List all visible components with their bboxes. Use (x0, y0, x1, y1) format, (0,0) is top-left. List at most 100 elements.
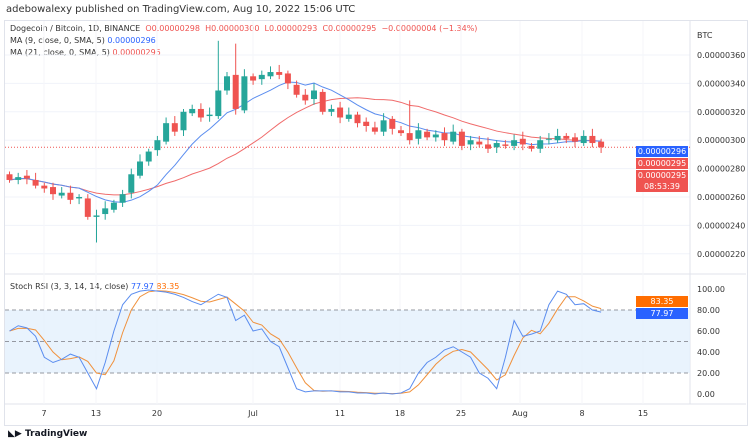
candle-body (15, 177, 22, 180)
candle-body (380, 120, 387, 132)
candle-body (598, 141, 605, 148)
candle-body (258, 74, 265, 80)
price-tick-label: 0.00000220 (697, 250, 745, 259)
candle-body (23, 175, 30, 179)
price-tick-label: 0.00000240 (697, 221, 745, 230)
candle-body (424, 131, 431, 138)
ma21-line (9, 97, 602, 196)
candle-body (354, 114, 361, 124)
candle-body (93, 215, 100, 217)
countdown-tag: 08:53:39 (636, 181, 688, 192)
rsi-d-value: 83.35 (156, 282, 180, 291)
candle-body (328, 108, 335, 112)
brand-name: TradingView (24, 429, 88, 439)
candle-body (311, 90, 317, 100)
rsi-tick-label: 0.00 (697, 390, 715, 399)
candle-body (406, 133, 413, 141)
candle-body (284, 73, 291, 84)
candle-body (563, 135, 570, 139)
candle-body (337, 107, 344, 118)
candle-body (589, 135, 596, 144)
last-price-tag: 0.00000295 (636, 170, 688, 181)
candle-body (232, 74, 239, 109)
candle-body (50, 187, 56, 195)
price-tick-label: 0.00000260 (697, 193, 745, 202)
time-tick-label: 25 (456, 409, 466, 418)
candle-body (197, 108, 204, 118)
price-tick-label: 0.00000360 (697, 51, 745, 60)
candle-body (163, 123, 170, 142)
candle-body (67, 192, 74, 200)
candle-body (572, 137, 578, 142)
candle-body (476, 141, 483, 145)
candle-body (537, 140, 544, 149)
time-tick-label: 8 (579, 409, 584, 418)
candle-body (206, 114, 213, 117)
stoch-k-line (9, 289, 602, 395)
price-tick-label: 0.00000280 (697, 165, 745, 174)
price-tick-label: 0.00000320 (697, 108, 745, 117)
currency-label: BTC (697, 31, 713, 40)
rsi-k-value: 77.97 (130, 282, 154, 291)
candle-body (215, 90, 222, 117)
candle-body (41, 185, 48, 189)
ma9-price-tag: 0.00000296 (636, 146, 688, 157)
candle-body (441, 133, 448, 141)
rsi-tick-label: 60.00 (697, 327, 720, 336)
time-tick-label: 13 (91, 409, 101, 418)
ma9-value: 0.00000296 (107, 36, 156, 45)
candle-body (545, 138, 552, 140)
candle-body (371, 127, 378, 132)
low-value: L0.00000293 (264, 24, 318, 33)
rsi-tick-label: 100.00 (697, 285, 725, 294)
candle-body (363, 121, 370, 126)
ma21-legend[interactable]: MA (21, close, 0, SMA, 5) 0.00000295 (10, 48, 161, 57)
candle-body (84, 198, 91, 217)
time-tick-label: 18 (395, 409, 405, 418)
candle-body (519, 138, 526, 145)
time-tick-label: 7 (41, 409, 46, 418)
time-tick-label: Jul (247, 409, 258, 418)
symbol-legend: Dogecoin / Bitcoin, 1D, BINANCE O0.00000… (10, 24, 477, 33)
publisher-line: adebowalexy published on TradingView.com… (6, 4, 356, 15)
time-tick-label: 20 (152, 409, 162, 418)
high-value: H0.00000300 (205, 24, 260, 33)
candle-body (467, 140, 474, 145)
candle-body (32, 179, 39, 186)
ma9-legend[interactable]: MA (9, close, 0, SMA, 5) 0.00000296 (10, 36, 156, 45)
tradingview-logo[interactable]: ◣▶ TradingView (8, 429, 87, 439)
candle-body (6, 174, 13, 180)
candle-body (389, 118, 396, 129)
time-tick-label: Aug (512, 409, 528, 418)
candle-body (319, 91, 326, 112)
rsi-label: Stoch RSI (3, 3, 14, 14, close) (10, 282, 129, 291)
candle-body (137, 161, 143, 176)
candle-body (502, 144, 509, 146)
candle-body (189, 108, 196, 114)
stoch-rsi-legend[interactable]: Stoch RSI (3, 3, 14, 14, close) 77.97 83… (10, 282, 179, 291)
change-value: −0.00000004 (−1.34%) (381, 24, 478, 33)
candle-body (554, 135, 561, 141)
candle-body (276, 72, 283, 75)
open-value: O0.00000298 (145, 24, 200, 33)
candle-body (398, 130, 404, 134)
candle-body (415, 130, 422, 139)
candle-body (485, 144, 491, 149)
rsi-tick-label: 20.00 (697, 369, 720, 378)
time-tick-label: 11 (335, 409, 345, 418)
candle-body (345, 114, 352, 119)
rsi-tick-label: 40.00 (697, 348, 720, 357)
candle-body (511, 140, 518, 146)
candle-body (450, 131, 457, 142)
time-tick-label: 15 (638, 409, 648, 418)
candle-body (528, 145, 535, 149)
price-tick-label: 0.00000300 (697, 136, 745, 145)
candle-body (180, 111, 187, 131)
ma9-line (9, 81, 602, 203)
candle-body (580, 135, 587, 144)
candle-body (154, 140, 161, 151)
rsi-tick-label: 80.00 (697, 306, 720, 315)
candle-body (58, 192, 65, 196)
chart-frame[interactable] (4, 20, 748, 426)
